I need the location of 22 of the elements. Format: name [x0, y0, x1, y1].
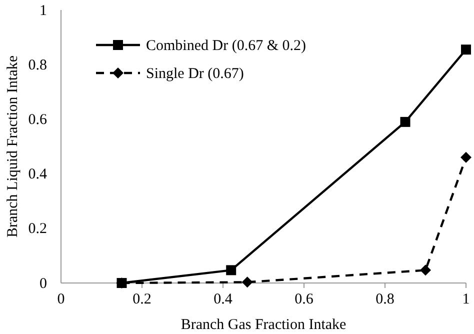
x-tick-label: 0	[57, 292, 65, 308]
x-tick-label: 0.8	[376, 292, 394, 308]
y-axis-title: Branch Liquid Fraction Intake	[5, 55, 21, 238]
point	[400, 116, 410, 127]
x-tick-label: 0.4	[214, 292, 233, 308]
y-tick-label: 0.6	[28, 112, 48, 128]
x-tick-label: 0.6	[294, 292, 314, 308]
point	[461, 44, 471, 55]
legend-label: Single Dr (0.67)	[146, 66, 244, 82]
point	[460, 152, 472, 163]
y-tick-label: 0.8	[28, 57, 47, 74]
x-tick-label: 1	[462, 292, 470, 308]
legend-label: Combined Dr (0.67 & 0.2)	[146, 38, 306, 54]
y-tick-label: 0.4	[28, 166, 48, 183]
y-tick-label: 0	[40, 276, 47, 292]
x-axis-title: Branch Gas Fraction Intake	[180, 317, 347, 333]
point	[420, 264, 431, 276]
point	[226, 265, 236, 276]
y-tick-label: 0.2	[28, 221, 47, 238]
x-tick-label: 0.2	[132, 292, 152, 308]
y-tick-label: 1	[40, 2, 47, 19]
point	[242, 276, 253, 288]
